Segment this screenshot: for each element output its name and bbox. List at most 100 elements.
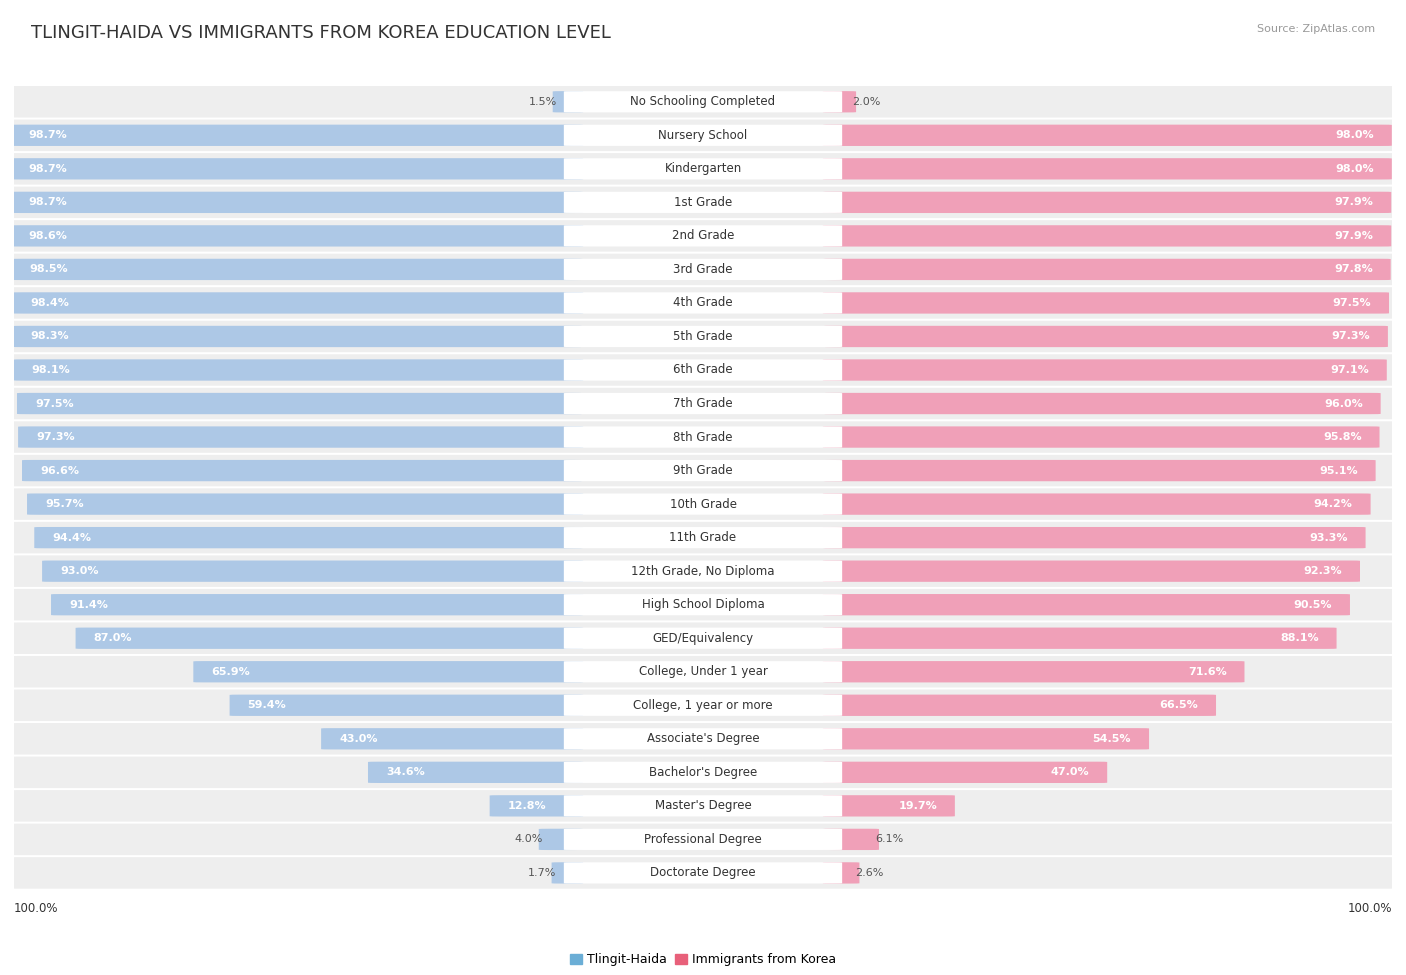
- FancyBboxPatch shape: [4, 354, 1402, 386]
- FancyBboxPatch shape: [564, 426, 842, 448]
- Text: 71.6%: 71.6%: [1188, 667, 1226, 677]
- FancyBboxPatch shape: [564, 527, 842, 548]
- FancyBboxPatch shape: [4, 824, 1402, 855]
- FancyBboxPatch shape: [4, 656, 1402, 687]
- Text: 12.8%: 12.8%: [508, 800, 546, 811]
- Text: 100.0%: 100.0%: [14, 902, 59, 915]
- FancyBboxPatch shape: [564, 694, 842, 716]
- FancyBboxPatch shape: [4, 421, 1402, 452]
- FancyBboxPatch shape: [823, 125, 1392, 146]
- Text: 2nd Grade: 2nd Grade: [672, 229, 734, 243]
- FancyBboxPatch shape: [11, 258, 583, 280]
- Text: 1.7%: 1.7%: [527, 868, 555, 878]
- FancyBboxPatch shape: [823, 292, 1389, 314]
- Text: 8th Grade: 8th Grade: [673, 431, 733, 444]
- Text: 95.1%: 95.1%: [1319, 466, 1358, 476]
- FancyBboxPatch shape: [823, 460, 1375, 482]
- FancyBboxPatch shape: [564, 360, 842, 380]
- Text: Kindergarten: Kindergarten: [665, 162, 741, 175]
- Text: 1st Grade: 1st Grade: [673, 196, 733, 209]
- FancyBboxPatch shape: [564, 292, 842, 314]
- Text: 93.3%: 93.3%: [1309, 532, 1348, 543]
- FancyBboxPatch shape: [4, 254, 1402, 285]
- FancyBboxPatch shape: [823, 393, 1381, 414]
- Text: College, 1 year or more: College, 1 year or more: [633, 699, 773, 712]
- FancyBboxPatch shape: [27, 493, 583, 515]
- FancyBboxPatch shape: [823, 761, 1107, 783]
- FancyBboxPatch shape: [823, 493, 1371, 515]
- Text: 98.7%: 98.7%: [28, 197, 67, 208]
- FancyBboxPatch shape: [4, 488, 1402, 520]
- Text: GED/Equivalency: GED/Equivalency: [652, 632, 754, 644]
- Text: 47.0%: 47.0%: [1050, 767, 1090, 777]
- FancyBboxPatch shape: [823, 158, 1392, 179]
- FancyBboxPatch shape: [564, 125, 842, 146]
- Text: 19.7%: 19.7%: [898, 800, 936, 811]
- Text: 59.4%: 59.4%: [247, 700, 287, 710]
- FancyBboxPatch shape: [823, 628, 1337, 649]
- Text: 97.8%: 97.8%: [1334, 264, 1372, 274]
- FancyBboxPatch shape: [564, 158, 842, 179]
- Text: Bachelor's Degree: Bachelor's Degree: [650, 765, 756, 779]
- Text: 7th Grade: 7th Grade: [673, 397, 733, 410]
- FancyBboxPatch shape: [564, 225, 842, 247]
- FancyBboxPatch shape: [368, 761, 583, 783]
- Text: 96.0%: 96.0%: [1324, 399, 1362, 409]
- FancyBboxPatch shape: [553, 91, 583, 112]
- FancyBboxPatch shape: [823, 694, 1216, 716]
- Text: 95.7%: 95.7%: [45, 499, 83, 509]
- Text: Professional Degree: Professional Degree: [644, 833, 762, 846]
- Text: 98.7%: 98.7%: [28, 164, 67, 174]
- Text: 94.4%: 94.4%: [52, 532, 91, 543]
- FancyBboxPatch shape: [564, 92, 842, 112]
- FancyBboxPatch shape: [18, 426, 583, 448]
- FancyBboxPatch shape: [823, 728, 1149, 750]
- Text: 95.8%: 95.8%: [1323, 432, 1361, 442]
- Text: 98.3%: 98.3%: [31, 332, 69, 341]
- Text: 93.0%: 93.0%: [60, 566, 98, 576]
- Text: 97.9%: 97.9%: [1334, 231, 1374, 241]
- FancyBboxPatch shape: [564, 728, 842, 750]
- Text: 97.5%: 97.5%: [35, 399, 73, 409]
- FancyBboxPatch shape: [823, 360, 1386, 380]
- Text: 66.5%: 66.5%: [1160, 700, 1198, 710]
- FancyBboxPatch shape: [4, 556, 1402, 587]
- FancyBboxPatch shape: [4, 454, 1402, 487]
- Text: 54.5%: 54.5%: [1092, 734, 1132, 744]
- FancyBboxPatch shape: [4, 288, 1402, 319]
- FancyBboxPatch shape: [34, 526, 583, 548]
- Text: College, Under 1 year: College, Under 1 year: [638, 665, 768, 679]
- Text: 4.0%: 4.0%: [515, 835, 543, 844]
- Text: 98.0%: 98.0%: [1336, 131, 1374, 140]
- FancyBboxPatch shape: [4, 186, 1402, 218]
- Text: 9th Grade: 9th Grade: [673, 464, 733, 477]
- Text: High School Diploma: High School Diploma: [641, 599, 765, 611]
- FancyBboxPatch shape: [76, 628, 583, 649]
- Text: 98.7%: 98.7%: [28, 131, 67, 140]
- FancyBboxPatch shape: [564, 594, 842, 615]
- FancyBboxPatch shape: [11, 225, 583, 247]
- FancyBboxPatch shape: [823, 426, 1379, 448]
- Legend: Tlingit-Haida, Immigrants from Korea: Tlingit-Haida, Immigrants from Korea: [565, 949, 841, 971]
- Text: 94.2%: 94.2%: [1313, 499, 1353, 509]
- FancyBboxPatch shape: [14, 360, 583, 380]
- FancyBboxPatch shape: [564, 393, 842, 414]
- FancyBboxPatch shape: [823, 326, 1388, 347]
- Text: 34.6%: 34.6%: [385, 767, 425, 777]
- FancyBboxPatch shape: [823, 258, 1391, 280]
- FancyBboxPatch shape: [4, 120, 1402, 151]
- Text: 65.9%: 65.9%: [211, 667, 250, 677]
- Text: 100.0%: 100.0%: [1347, 902, 1392, 915]
- FancyBboxPatch shape: [4, 622, 1402, 654]
- FancyBboxPatch shape: [564, 661, 842, 682]
- FancyBboxPatch shape: [4, 790, 1402, 822]
- Text: Source: ZipAtlas.com: Source: ZipAtlas.com: [1257, 24, 1375, 34]
- FancyBboxPatch shape: [194, 661, 583, 682]
- FancyBboxPatch shape: [489, 796, 583, 816]
- FancyBboxPatch shape: [4, 86, 1402, 118]
- FancyBboxPatch shape: [4, 723, 1402, 755]
- FancyBboxPatch shape: [823, 661, 1244, 682]
- FancyBboxPatch shape: [538, 829, 583, 850]
- Text: 97.3%: 97.3%: [37, 432, 75, 442]
- FancyBboxPatch shape: [823, 526, 1365, 548]
